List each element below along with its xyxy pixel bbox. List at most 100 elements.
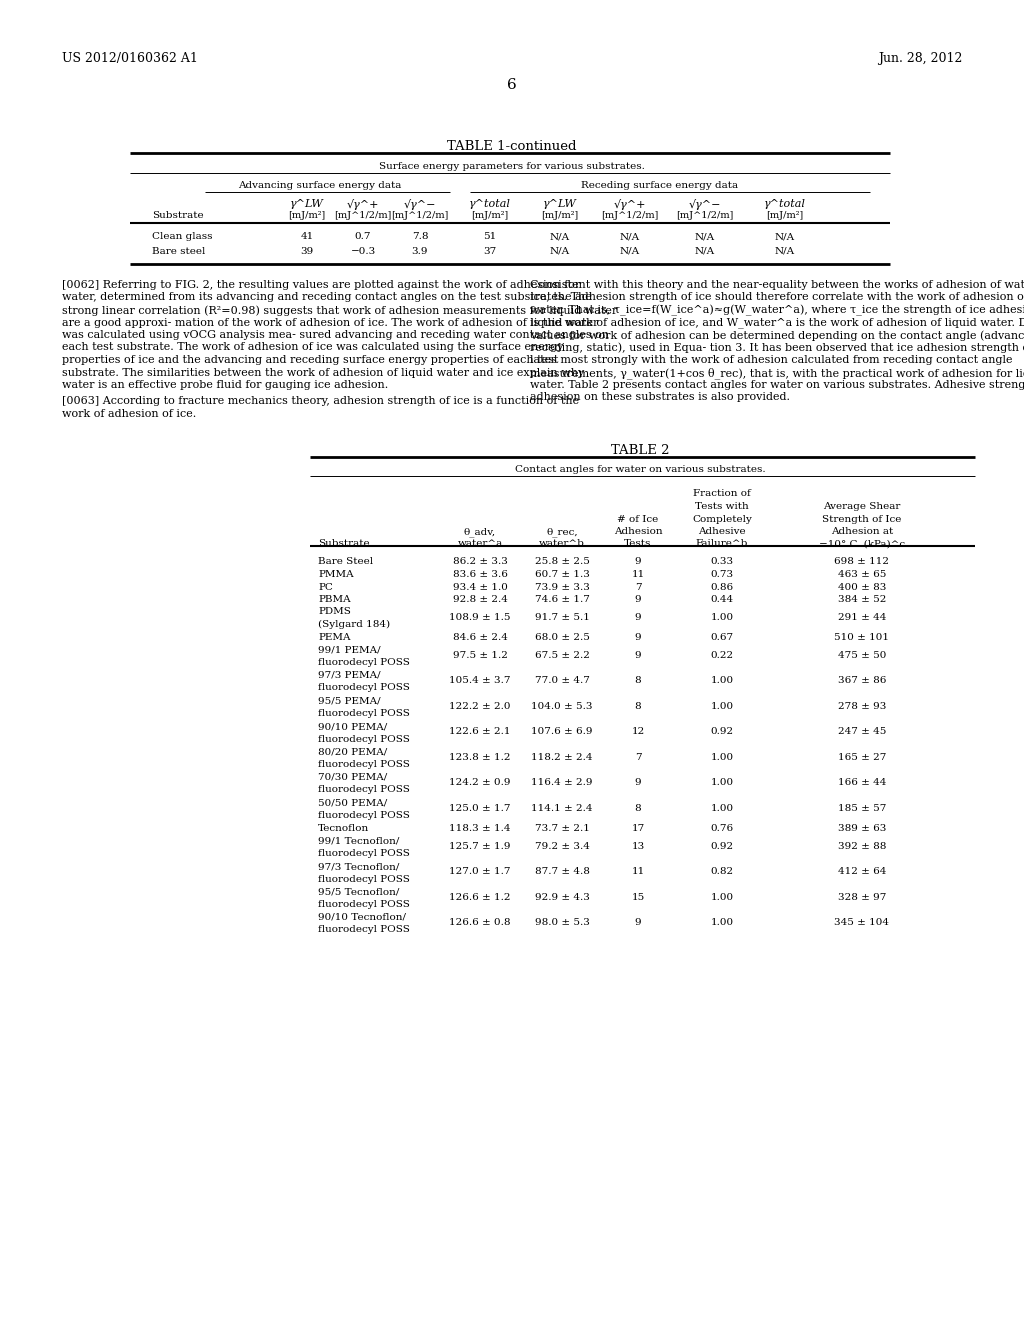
Text: 25.8 ± 2.5: 25.8 ± 2.5 xyxy=(535,557,590,566)
Text: Substrate: Substrate xyxy=(152,211,204,220)
Text: [mJ^1/2/m]: [mJ^1/2/m] xyxy=(601,211,658,220)
Text: 0.22: 0.22 xyxy=(711,651,733,660)
Text: are a good approxi- mation of the work of adhesion of ice. The work of adhesion : are a good approxi- mation of the work o… xyxy=(62,318,598,327)
Text: N/A: N/A xyxy=(695,232,715,242)
Text: 8: 8 xyxy=(635,676,641,685)
Text: 1.00: 1.00 xyxy=(711,752,733,762)
Text: each test substrate. The work of adhesion of ice was calculated using the surfac: each test substrate. The work of adhesio… xyxy=(62,342,563,352)
Text: Completely: Completely xyxy=(692,515,752,524)
Text: γ^total: γ^total xyxy=(469,199,511,209)
Text: lates most strongly with the work of adhesion calculated from receding contact a: lates most strongly with the work of adh… xyxy=(530,355,1013,366)
Text: Tests: Tests xyxy=(625,540,651,549)
Text: 247 ± 45: 247 ± 45 xyxy=(838,727,886,737)
Text: 0.92: 0.92 xyxy=(711,727,733,737)
Text: N/A: N/A xyxy=(550,232,570,242)
Text: N/A: N/A xyxy=(695,247,715,256)
Text: fluorodecyl POSS: fluorodecyl POSS xyxy=(318,925,410,935)
Text: 412 ± 64: 412 ± 64 xyxy=(838,867,886,876)
Text: 9: 9 xyxy=(635,651,641,660)
Text: 99/1 Tecnoflon/: 99/1 Tecnoflon/ xyxy=(318,837,399,846)
Text: 68.0 ± 2.5: 68.0 ± 2.5 xyxy=(535,634,590,642)
Text: TABLE 1-continued: TABLE 1-continued xyxy=(447,140,577,153)
Text: √γ^+: √γ^+ xyxy=(613,199,646,210)
Text: 92.8 ± 2.4: 92.8 ± 2.4 xyxy=(453,595,508,605)
Text: 97.5 ± 1.2: 97.5 ± 1.2 xyxy=(453,651,508,660)
Text: 345 ± 104: 345 ± 104 xyxy=(835,919,890,927)
Text: measurements, γ_water(1+cos θ_rec), that is, with the practical work of adhesion: measurements, γ_water(1+cos θ_rec), that… xyxy=(530,367,1024,379)
Text: 389 ± 63: 389 ± 63 xyxy=(838,824,886,833)
Text: 87.7 ± 4.8: 87.7 ± 4.8 xyxy=(535,867,590,876)
Text: fluorodecyl POSS: fluorodecyl POSS xyxy=(318,810,410,820)
Text: strong linear correlation (R²=0.98) suggests that work of adhesion measurements : strong linear correlation (R²=0.98) sugg… xyxy=(62,305,617,315)
Text: adhesion on these substrates is also provided.: adhesion on these substrates is also pro… xyxy=(530,392,790,403)
Text: 126.6 ± 0.8: 126.6 ± 0.8 xyxy=(450,919,511,927)
Text: 105.4 ± 3.7: 105.4 ± 3.7 xyxy=(450,676,511,685)
Text: Strength of Ice: Strength of Ice xyxy=(822,515,902,524)
Text: 97/3 PEMA/: 97/3 PEMA/ xyxy=(318,671,381,680)
Text: 126.6 ± 1.2: 126.6 ± 1.2 xyxy=(450,892,511,902)
Text: 99/1 PEMA/: 99/1 PEMA/ xyxy=(318,645,381,655)
Text: 7: 7 xyxy=(635,582,641,591)
Text: 185 ± 57: 185 ± 57 xyxy=(838,804,886,813)
Text: 41: 41 xyxy=(300,232,313,242)
Text: 0.76: 0.76 xyxy=(711,824,733,833)
Text: 1.00: 1.00 xyxy=(711,702,733,710)
Text: 1.00: 1.00 xyxy=(711,779,733,787)
Text: 127.0 ± 1.7: 127.0 ± 1.7 xyxy=(450,867,511,876)
Text: 12: 12 xyxy=(632,727,645,737)
Text: −10° C. (kPa)^c: −10° C. (kPa)^c xyxy=(819,540,905,549)
Text: 37: 37 xyxy=(483,247,497,256)
Text: 118.3 ± 1.4: 118.3 ± 1.4 xyxy=(450,824,511,833)
Text: [mJ^1/2/m]: [mJ^1/2/m] xyxy=(391,211,449,220)
Text: [mJ/m²]: [mJ/m²] xyxy=(289,211,326,220)
Text: 400 ± 83: 400 ± 83 xyxy=(838,582,886,591)
Text: θ_rec,: θ_rec, xyxy=(546,527,578,537)
Text: 3.9: 3.9 xyxy=(412,247,428,256)
Text: 125.7 ± 1.9: 125.7 ± 1.9 xyxy=(450,842,511,851)
Text: 123.8 ± 1.2: 123.8 ± 1.2 xyxy=(450,752,511,762)
Text: 0.73: 0.73 xyxy=(711,570,733,579)
Text: 328 ± 97: 328 ± 97 xyxy=(838,892,886,902)
Text: work of adhesion of ice.: work of adhesion of ice. xyxy=(62,409,197,418)
Text: 0.7: 0.7 xyxy=(354,232,372,242)
Text: substrate. The similarities between the work of adhesion of liquid water and ice: substrate. The similarities between the … xyxy=(62,367,585,378)
Text: [mJ^1/2/m]: [mJ^1/2/m] xyxy=(676,211,733,220)
Text: fluorodecyl POSS: fluorodecyl POSS xyxy=(318,760,410,770)
Text: [0063] According to fracture mechanics theory, adhesion strength of ice is a fun: [0063] According to fracture mechanics t… xyxy=(62,396,580,407)
Text: θ_adv,: θ_adv, xyxy=(464,527,496,537)
Text: 118.2 ± 2.4: 118.2 ± 2.4 xyxy=(531,752,593,762)
Text: 125.0 ± 1.7: 125.0 ± 1.7 xyxy=(450,804,511,813)
Text: N/A: N/A xyxy=(620,247,640,256)
Text: Receding surface energy data: Receding surface energy data xyxy=(582,181,738,190)
Text: 1.00: 1.00 xyxy=(711,919,733,927)
Text: 15: 15 xyxy=(632,892,645,902)
Text: 367 ± 86: 367 ± 86 xyxy=(838,676,886,685)
Text: fluorodecyl POSS: fluorodecyl POSS xyxy=(318,734,410,743)
Text: fluorodecyl POSS: fluorodecyl POSS xyxy=(318,849,410,858)
Text: Tecnoflon: Tecnoflon xyxy=(318,824,370,833)
Text: 90/10 PEMA/: 90/10 PEMA/ xyxy=(318,722,387,731)
Text: 84.6 ± 2.4: 84.6 ± 2.4 xyxy=(453,634,508,642)
Text: 92.9 ± 4.3: 92.9 ± 4.3 xyxy=(535,892,590,902)
Text: 80/20 PEMA/: 80/20 PEMA/ xyxy=(318,747,387,756)
Text: 114.1 ± 2.4: 114.1 ± 2.4 xyxy=(531,804,593,813)
Text: PDMS: PDMS xyxy=(318,607,351,616)
Text: 51: 51 xyxy=(483,232,497,242)
Text: 0.33: 0.33 xyxy=(711,557,733,566)
Text: 9: 9 xyxy=(635,612,641,622)
Text: 463 ± 65: 463 ± 65 xyxy=(838,570,886,579)
Text: 95/5 Tecnoflon/: 95/5 Tecnoflon/ xyxy=(318,887,399,896)
Text: 7.8: 7.8 xyxy=(412,232,428,242)
Text: water, determined from its advancing and receding contact angles on the test sub: water, determined from its advancing and… xyxy=(62,293,592,302)
Text: 67.5 ± 2.2: 67.5 ± 2.2 xyxy=(535,651,590,660)
Text: Adhesion: Adhesion xyxy=(613,527,663,536)
Text: 74.6 ± 1.7: 74.6 ± 1.7 xyxy=(535,595,590,605)
Text: Average Shear: Average Shear xyxy=(823,502,901,511)
Text: 124.2 ± 0.9: 124.2 ± 0.9 xyxy=(450,779,511,787)
Text: N/A: N/A xyxy=(775,232,795,242)
Text: 108.9 ± 1.5: 108.9 ± 1.5 xyxy=(450,612,511,622)
Text: Failure^b: Failure^b xyxy=(696,540,749,549)
Text: 93.4 ± 1.0: 93.4 ± 1.0 xyxy=(453,582,508,591)
Text: 107.6 ± 6.9: 107.6 ± 6.9 xyxy=(531,727,593,737)
Text: 698 ± 112: 698 ± 112 xyxy=(835,557,890,566)
